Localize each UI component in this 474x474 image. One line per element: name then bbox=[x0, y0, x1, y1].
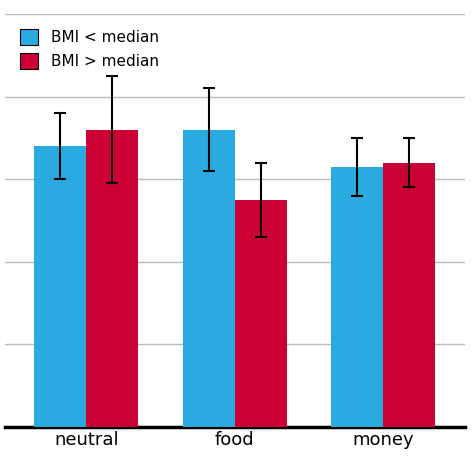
Bar bbox=[235, 200, 287, 427]
Bar bbox=[383, 163, 435, 427]
Bar bbox=[35, 146, 86, 427]
Bar bbox=[331, 167, 383, 427]
Bar bbox=[86, 130, 138, 427]
Bar bbox=[182, 130, 235, 427]
Legend: BMI < median, BMI > median: BMI < median, BMI > median bbox=[12, 22, 166, 77]
